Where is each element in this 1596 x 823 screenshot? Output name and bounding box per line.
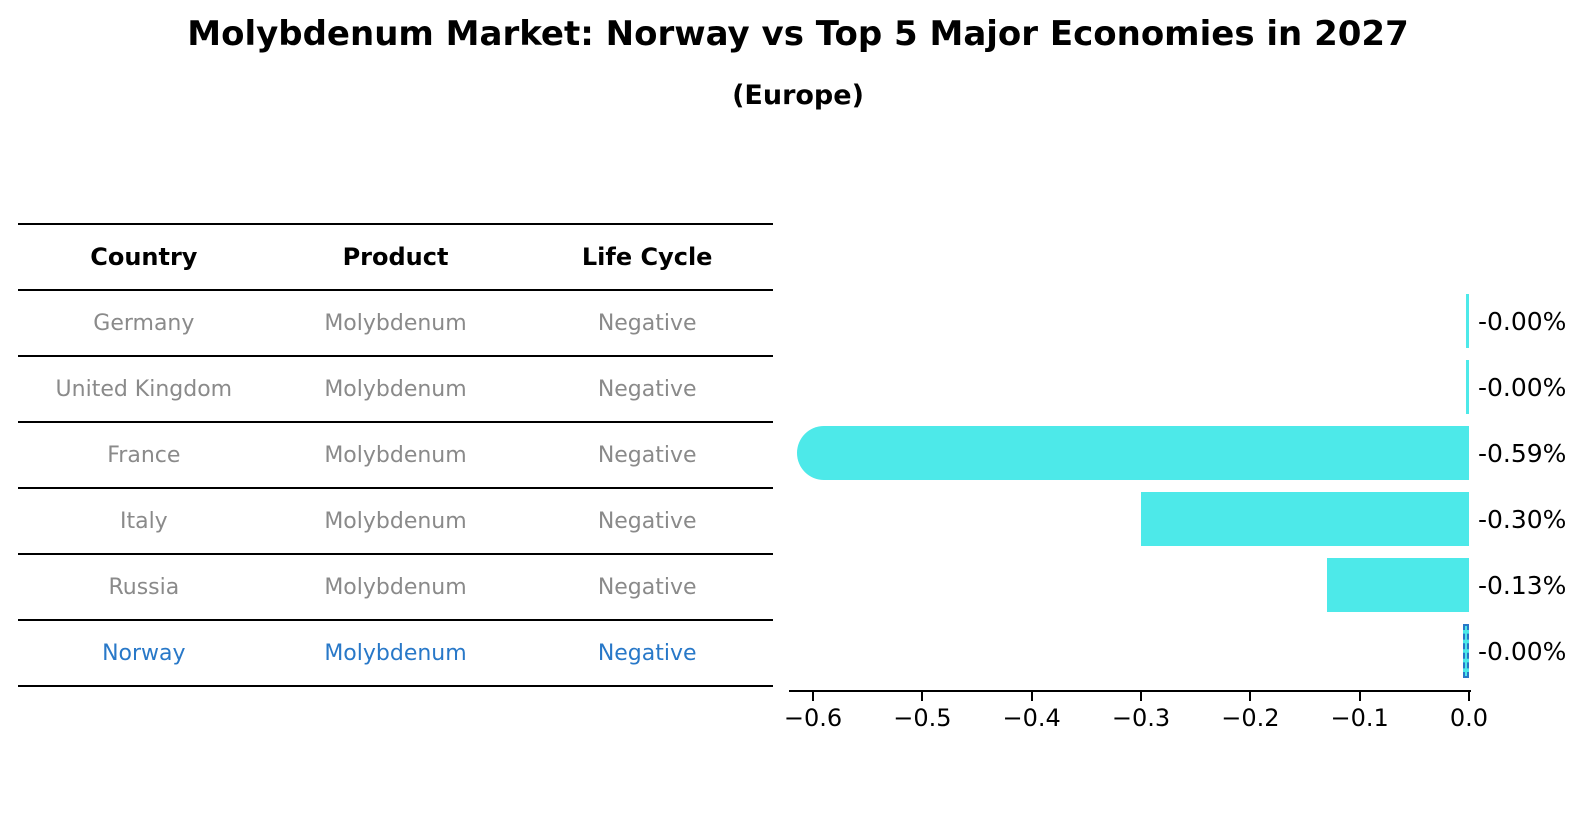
country-cell: France [107, 442, 181, 468]
x-tick-mark [1468, 692, 1470, 701]
product-cell: Molybdenum [324, 640, 467, 666]
chart-title: Molybdenum Market: Norway vs Top 5 Major… [187, 14, 1409, 54]
table-row-russia: Russia Molybdenum Negative [18, 555, 773, 621]
bar-italy [1141, 492, 1469, 546]
value-label-united-kingdom: -0.00% [1478, 372, 1567, 402]
bar-france [797, 426, 1469, 480]
country-cell: United Kingdom [55, 376, 233, 402]
life-cycle-cell: Negative [597, 574, 697, 600]
bar-germany [1466, 294, 1469, 348]
x-axis-line [789, 690, 1471, 692]
table-row-italy: Italy Molybdenum Negative [18, 489, 773, 555]
table-row-united-kingdom: United Kingdom Molybdenum Negative [18, 357, 773, 423]
life-cycle-cell: Negative [597, 442, 697, 468]
product-cell: Molybdenum [324, 574, 467, 600]
x-tick-label: −0.3 [1111, 704, 1171, 732]
x-tick-label: −0.2 [1221, 704, 1280, 732]
life-cycle-cell: Negative [597, 310, 697, 336]
column-header-life-cycle: Life Cycle [581, 243, 713, 271]
x-tick-mark [1140, 692, 1143, 701]
country-cell: Italy [119, 508, 168, 534]
value-label-norway: -0.00% [1478, 636, 1567, 666]
table-row-france: France Molybdenum Negative [18, 423, 773, 489]
country-cell: Norway [102, 640, 186, 666]
life-cycle-cell: Negative [597, 640, 697, 666]
product-cell: Molybdenum [324, 508, 467, 534]
country-cell: Germany [93, 310, 195, 336]
country-table: Country Product Life Cycle Germany Molybden… [18, 223, 773, 687]
value-label-italy: -0.30% [1478, 504, 1567, 534]
x-tick-label: −0.4 [1002, 704, 1061, 732]
product-cell: Molybdenum [324, 442, 467, 468]
column-header-country: Country [90, 243, 198, 271]
x-tick-mark [1358, 692, 1361, 701]
bar-norway [1463, 624, 1469, 678]
value-label-germany: -0.00% [1478, 306, 1567, 336]
bar-russia [1327, 558, 1469, 612]
country-cell: Russia [108, 574, 180, 600]
value-label-france: -0.59% [1478, 438, 1567, 468]
value-label-russia: -0.13% [1478, 570, 1567, 600]
life-cycle-cell: Negative [597, 376, 697, 402]
x-tick-mark [1249, 692, 1252, 701]
table-row-germany: Germany Molybdenum Negative [18, 291, 773, 357]
x-tick-label: 0.0 [1449, 704, 1489, 732]
product-cell: Molybdenum [324, 376, 467, 402]
bar-united-kingdom [1466, 360, 1469, 414]
x-tick-label: −0.5 [893, 704, 952, 732]
product-cell: Molybdenum [324, 310, 467, 336]
table-row-norway: Norway Molybdenum Negative [18, 621, 773, 687]
x-tick-mark [921, 692, 924, 701]
x-tick-label: −0.6 [783, 704, 843, 732]
table-body: Germany Molybdenum Negative United Kingdom M… [18, 291, 773, 687]
table-header-row: Country Product Life Cycle [18, 223, 773, 291]
chart-subtitle: (Europe) [732, 80, 864, 111]
x-tick-mark [812, 692, 815, 701]
x-tick-mark [1030, 692, 1033, 701]
column-header-product: Product [342, 243, 449, 271]
life-cycle-cell: Negative [597, 508, 697, 534]
x-tick-label: −0.1 [1330, 704, 1389, 732]
